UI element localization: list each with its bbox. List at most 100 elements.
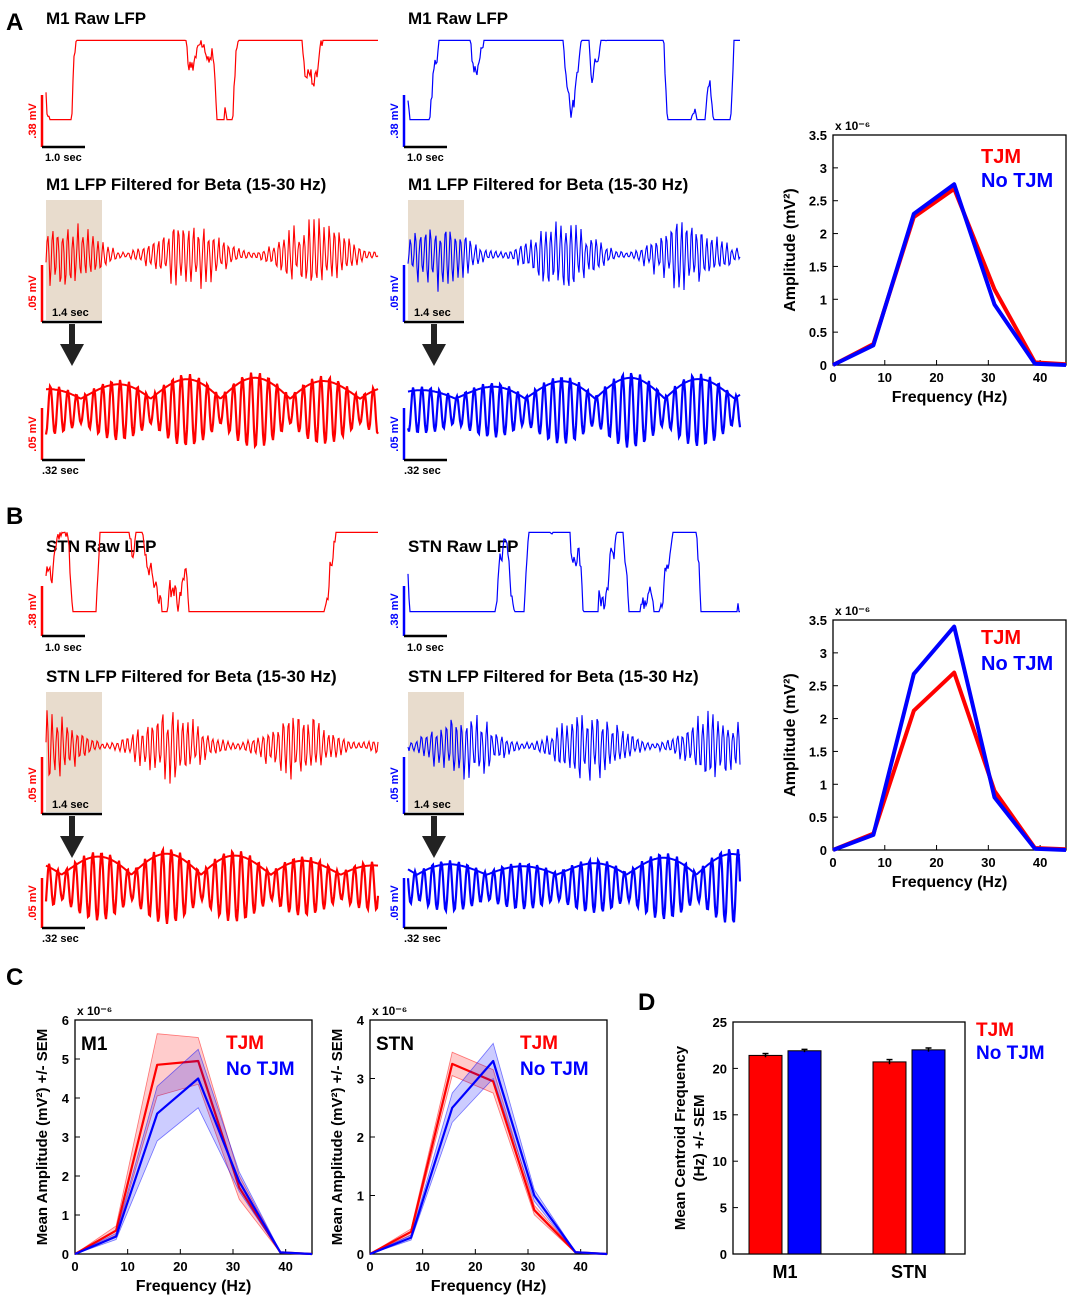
y-tick-label: 1 — [820, 777, 827, 792]
x-tick-label: 10 — [120, 1259, 134, 1274]
y-tick-label: 1 — [62, 1208, 69, 1223]
bar-stn-no-tjm — [911, 1049, 946, 1255]
y-axis-label: Amplitude (mV²) — [782, 673, 799, 797]
filtered-lfp-title: STN LFP Filtered for Beta (15-30 Hz) — [46, 667, 337, 686]
y-tick-label: 2 — [820, 227, 827, 242]
plot-frame — [832, 134, 1067, 366]
raw-time-scale-label: 1.0 sec — [407, 642, 444, 654]
filtered-time-scale-label: 1.4 sec — [414, 799, 451, 811]
legend-entry-tjm: TJM — [226, 1033, 264, 1054]
y-tick-label: 2.5 — [809, 194, 827, 209]
y-axis-label: Mean Amplitude (mV²) +/- SEM — [329, 1029, 346, 1246]
y-tick-label: 0.5 — [809, 325, 827, 340]
y-axis-label: Amplitude (mV²) — [782, 188, 799, 312]
filtered-lfp-trace — [45, 218, 379, 289]
y-tick-label: 0 — [820, 843, 827, 858]
y-tick-label: 10 — [713, 1154, 727, 1169]
y-axis-label-line2: (Hz) +/- SEM — [691, 1094, 708, 1181]
filtered-lfp-trace — [45, 710, 379, 784]
y-tick-label: 5 — [62, 1052, 69, 1067]
raw-amplitude-scale-label: .38 mV — [389, 103, 401, 139]
x-tick-label: 20 — [468, 1259, 482, 1274]
zoomed-beta-trace — [44, 372, 379, 450]
x-tick-label: 30 — [521, 1259, 535, 1274]
x-tick-label: 0 — [71, 1259, 78, 1274]
series-line-tjm — [369, 1062, 608, 1256]
legend-entry-no-tjm: No TJM — [981, 653, 1053, 675]
y-tick-label: 2 — [62, 1169, 69, 1184]
y-tick-label: 15 — [713, 1108, 727, 1123]
zoom-amplitude-scale-label: .05 mV — [389, 416, 401, 452]
filtered-amplitude-scale-label: .05 mV — [389, 275, 401, 311]
trace-group-b-tjm: STN Raw LFP .38 mV 1.0 sec STN LFP Filte… — [27, 531, 380, 945]
raw-time-scale-label: 1.0 sec — [407, 152, 444, 164]
zoom-time-scale-label: .32 sec — [42, 465, 79, 477]
x-tick-label: 0 — [829, 370, 836, 385]
zoom-arrow-icon — [422, 344, 446, 366]
zoomed-beta-trace — [406, 849, 742, 923]
zoom-arrow-icon — [422, 836, 446, 858]
y-tick-label: 1 — [357, 1189, 364, 1204]
y-tick-label: 0.5 — [809, 810, 827, 825]
filtered-time-scale-label: 1.4 sec — [52, 307, 89, 319]
y-tick-label: 2 — [357, 1130, 364, 1145]
legend-entry-no-tjm: No TJM — [226, 1059, 295, 1080]
y-multiplier-label: x 10⁻⁶ — [77, 1004, 112, 1018]
y-tick-label: 25 — [713, 1015, 727, 1030]
y-tick-label: 1.5 — [809, 259, 827, 274]
bar-m1-no-tjm — [787, 1050, 822, 1255]
raw-lfp-trace — [45, 531, 378, 613]
x-tick-label: 10 — [878, 855, 892, 870]
x-tick-label: 30 — [981, 855, 995, 870]
zoomed-beta-trace — [406, 371, 742, 448]
filtered-amplitude-scale-label: .05 mV — [27, 275, 39, 311]
filtered-lfp-title: M1 LFP Filtered for Beta (15-30 Hz) — [46, 175, 326, 194]
zoom-time-scale-label: .32 sec — [404, 465, 441, 477]
y-tick-label: 4 — [357, 1013, 365, 1028]
raw-lfp-title: M1 Raw LFP — [408, 9, 508, 28]
x-tick-label: 20 — [929, 855, 943, 870]
zoom-amplitude-scale-label: .05 mV — [389, 885, 401, 921]
x-category-label: STN — [891, 1262, 927, 1282]
raw-lfp-title: STN Raw LFP — [408, 537, 519, 556]
y-tick-label: 20 — [713, 1061, 727, 1076]
y-tick-label: 3 — [357, 1072, 364, 1087]
x-tick-label: 30 — [226, 1259, 240, 1274]
chart-c-m1: 0 10 20 30 40 0 1 2 3 4 5 6 Frequency (Hz) Mean Ampli… — [34, 1004, 313, 1295]
plot-frame — [732, 1021, 966, 1255]
panel-letter-b: B — [6, 503, 23, 530]
panel-subtitle: M1 — [81, 1034, 108, 1055]
x-tick-label: 10 — [878, 370, 892, 385]
x-axis-label: Frequency (Hz) — [892, 389, 1008, 406]
filtered-lfp-title: STN LFP Filtered for Beta (15-30 Hz) — [408, 667, 699, 686]
x-axis-label: Frequency (Hz) — [892, 874, 1008, 891]
raw-amplitude-scale-label: .38 mV — [389, 593, 401, 629]
y-tick-label: 3.5 — [809, 128, 827, 143]
legend-entry-tjm: TJM — [981, 146, 1021, 168]
filtered-lfp-trace — [407, 221, 741, 292]
raw-amplitude-scale-label: .38 mV — [27, 593, 39, 629]
y-tick-label: 3 — [820, 646, 827, 661]
trace-group-b-no-tjm: STN Raw LFP .38 mV 1.0 sec STN LFP Filte… — [389, 531, 742, 945]
x-axis-label: Frequency (Hz) — [431, 1278, 547, 1295]
highlighted-window — [408, 692, 464, 812]
x-tick-label: 10 — [415, 1259, 429, 1274]
plot-frame — [832, 619, 1067, 851]
raw-lfp-title: STN Raw LFP — [46, 537, 157, 556]
zoom-time-scale-label: .32 sec — [404, 933, 441, 945]
zoom-amplitude-scale-label: .05 mV — [27, 416, 39, 452]
y-tick-label: 0 — [820, 358, 827, 373]
y-multiplier-label: x 10⁻⁶ — [372, 1004, 407, 1018]
raw-lfp-trace — [407, 531, 740, 613]
filtered-lfp-title: M1 LFP Filtered for Beta (15-30 Hz) — [408, 175, 688, 194]
y-axis-label-line1: Mean Centroid Frequency — [672, 1045, 689, 1230]
y-multiplier-label: x 10⁻⁶ — [835, 604, 870, 618]
highlighted-window — [408, 200, 464, 320]
legend-entry-tjm: TJM — [976, 1020, 1014, 1041]
y-tick-label: 5 — [720, 1201, 727, 1216]
chart-b-spectrum: 0 10 20 30 40 0 0.5 1 1.5 2 2.5 3 3.5 Frequency (Hz) A… — [782, 604, 1067, 891]
x-tick-label: 20 — [929, 370, 943, 385]
x-tick-label: 30 — [981, 370, 995, 385]
